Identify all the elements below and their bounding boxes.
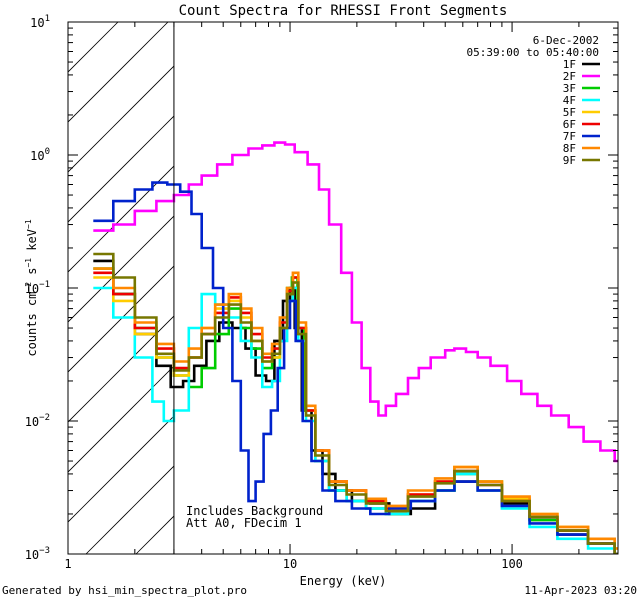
legend-label-8F: 8F <box>563 142 576 155</box>
axis-ticks: 1 10 100 10−3 10−2 10−1 100 101 <box>25 14 619 571</box>
y-axis-label: counts cm−2 s−1 keV−1 <box>24 219 39 356</box>
chart-title: Count Spectra for RHESSI Front Segments <box>179 3 508 19</box>
y-tick-label: 100 <box>30 147 50 163</box>
hatch-line <box>68 65 174 173</box>
hatch-line <box>68 215 174 323</box>
x-axis-label: Energy (keV) <box>300 574 387 588</box>
x-tick-label: 10 <box>283 557 297 571</box>
hatch-line <box>68 265 174 373</box>
footer-timestamp: 11-Apr-2023 03:20 <box>524 584 637 597</box>
y-tick-label: 10−1 <box>25 280 50 296</box>
legend-label-9F: 9F <box>563 154 576 167</box>
plot-frame <box>67 21 619 555</box>
series-6F <box>93 271 618 554</box>
legend-label-5F: 5F <box>563 106 576 119</box>
hatch-line <box>68 365 174 473</box>
legend-date: 6-Dec-2002 <box>533 34 599 47</box>
series-8F <box>93 267 618 550</box>
annotation-attenuator: Att A0, FDecim 1 <box>186 516 302 530</box>
series-1F <box>93 259 618 554</box>
footer-generated-by: Generated by hsi_min_spectra_plot.pro <box>2 584 247 597</box>
legend-label-2F: 2F <box>563 70 576 83</box>
legend-label-1F: 1F <box>563 58 576 71</box>
y-tick-label: 10−2 <box>25 413 50 429</box>
series-3F <box>93 267 618 554</box>
y-tick-label: 10−3 <box>25 546 50 562</box>
legend-label-3F: 3F <box>563 82 576 95</box>
legend-label-7F: 7F <box>563 130 576 143</box>
legend-time-range: 05:39:00 to 05:40:00 <box>467 46 599 59</box>
x-tick-label: 100 <box>501 557 523 571</box>
annotation-background: Includes Background <box>186 504 323 518</box>
series-2F <box>93 141 618 463</box>
hatch-line <box>68 415 174 523</box>
y-tick-label: 101 <box>30 14 50 30</box>
legend-label-6F: 6F <box>563 118 576 131</box>
series-9F <box>93 252 618 554</box>
legend: 6-Dec-2002 05:39:00 to 05:40:00 1F2F3F4F… <box>467 34 600 167</box>
legend-label-4F: 4F <box>563 94 576 107</box>
series-lines <box>93 141 618 554</box>
x-tick-label: 1 <box>64 557 71 571</box>
hatch-line <box>68 22 169 123</box>
